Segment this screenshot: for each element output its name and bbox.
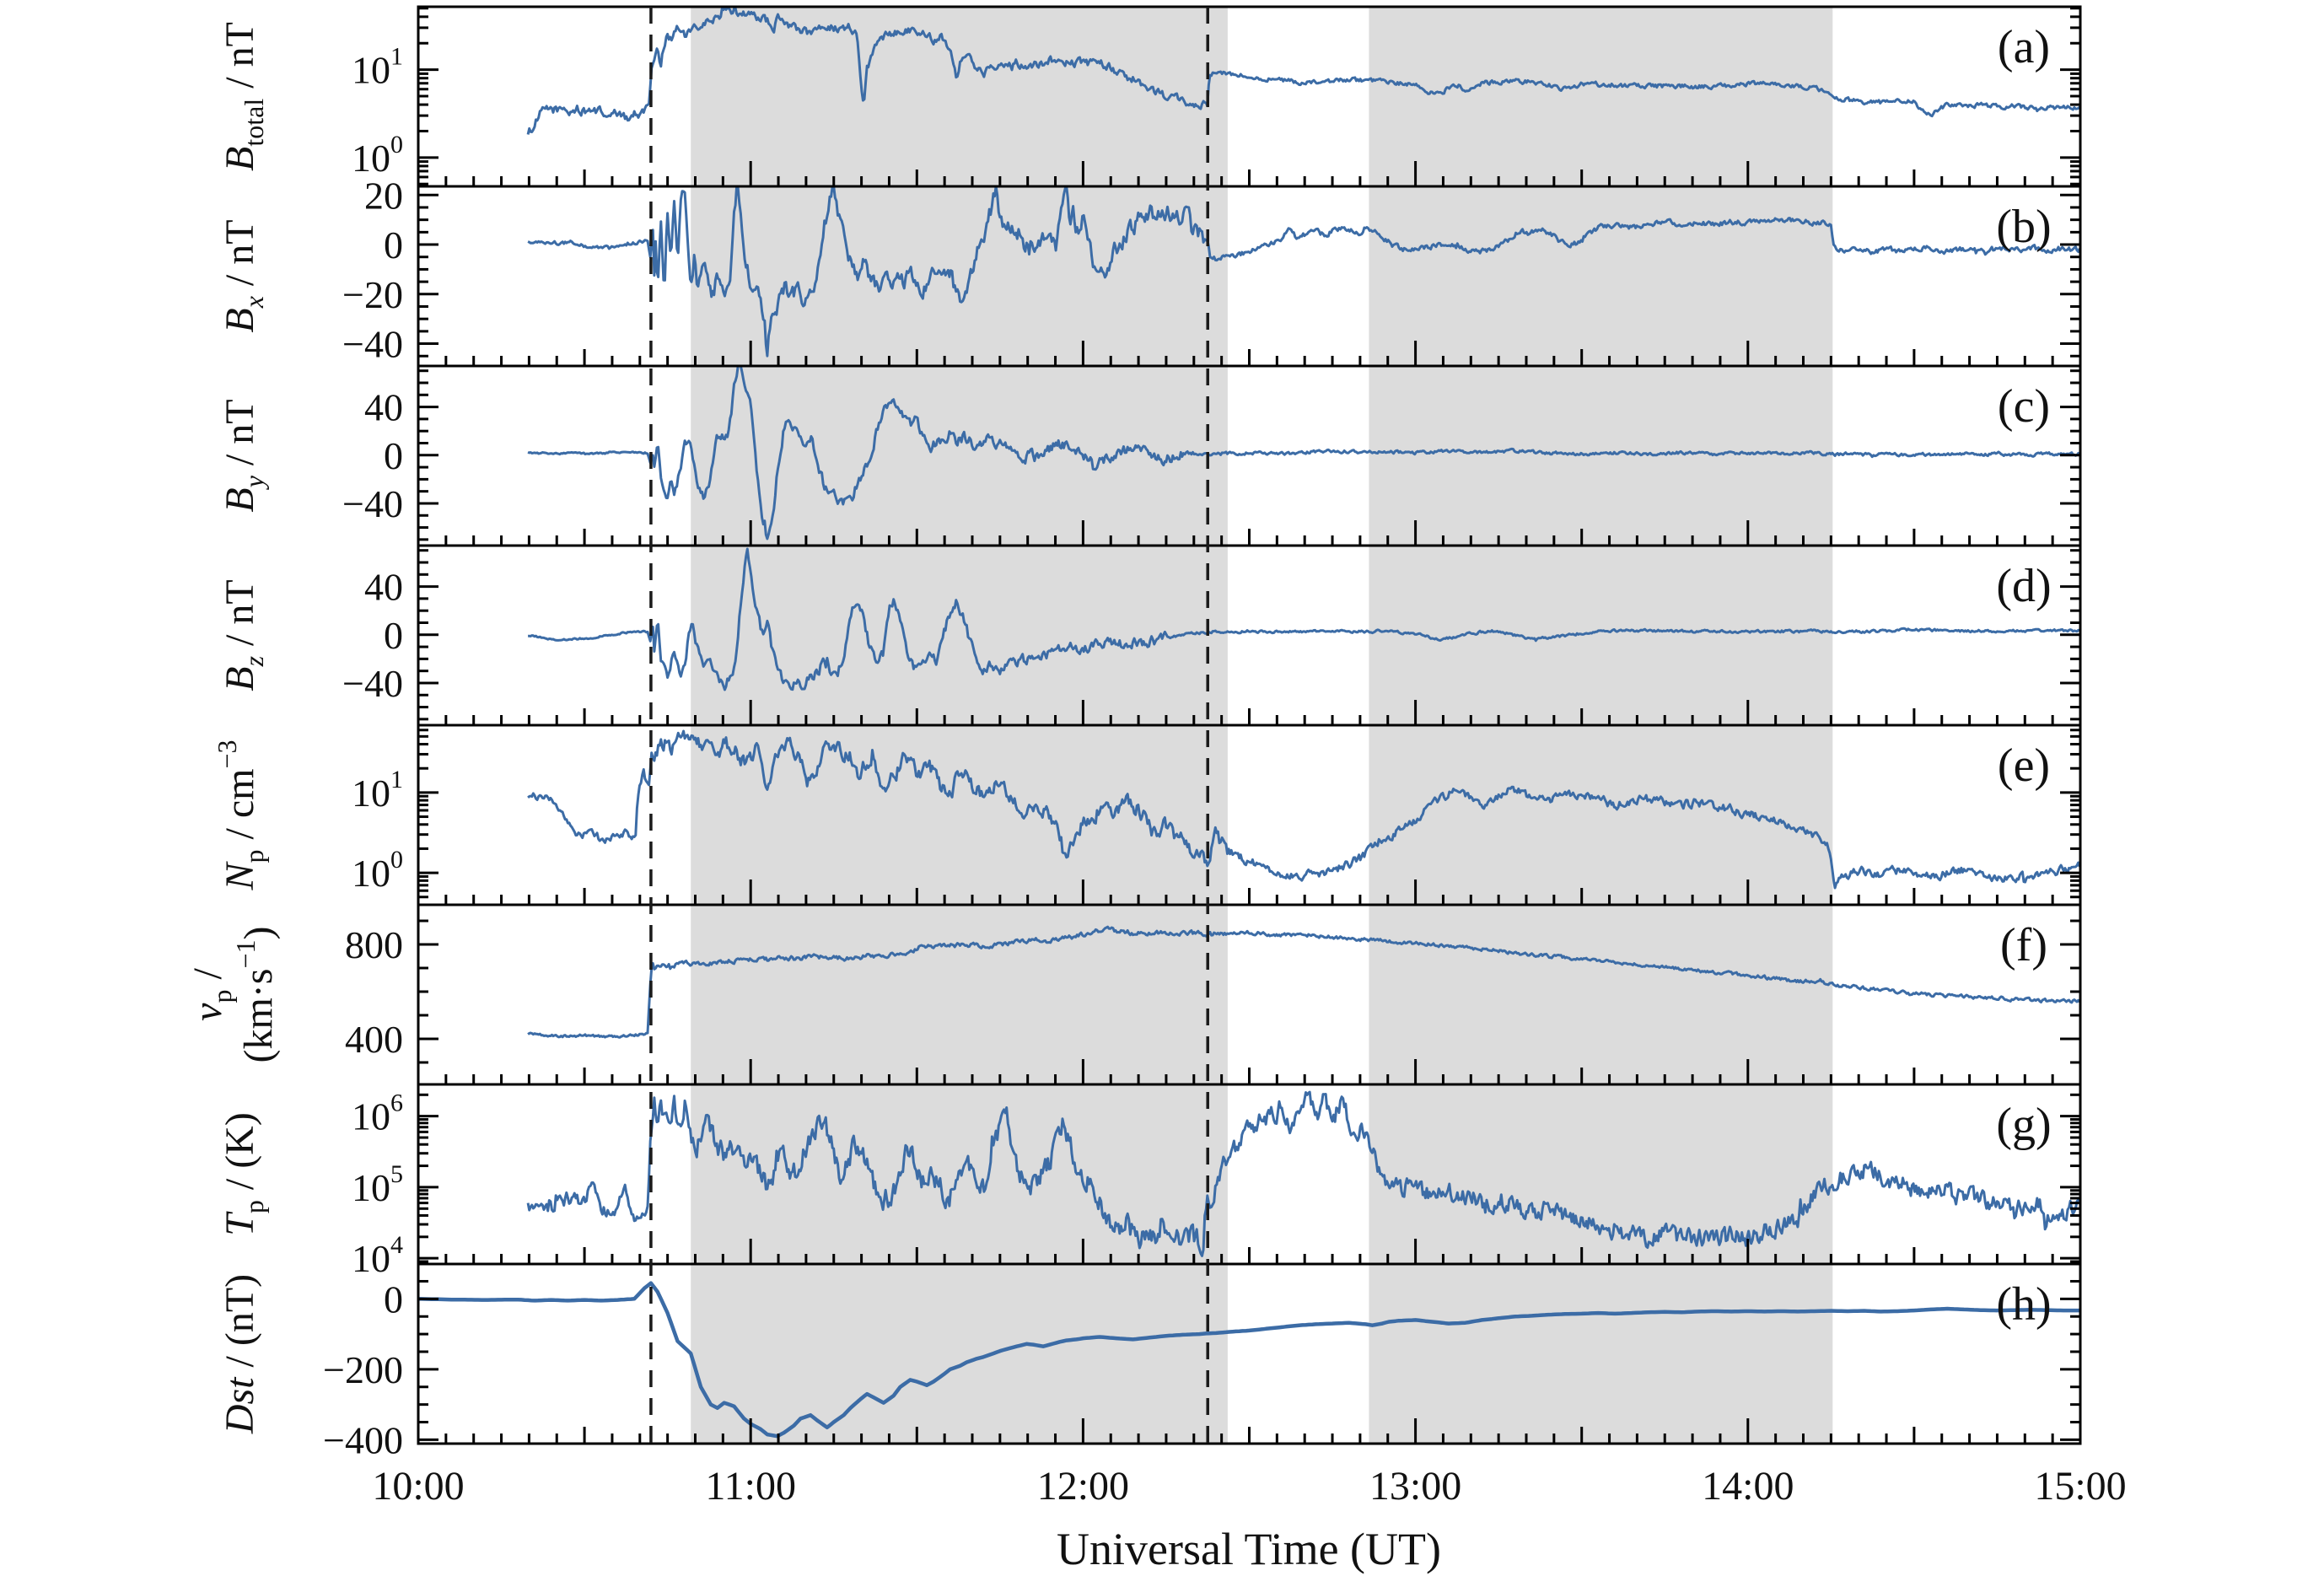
panel-label-b: (b) [1996,201,2051,253]
panel-label-d: (d) [1996,560,2051,612]
series-a-line [526,8,2079,135]
y-axis-c [418,369,2080,541]
ytick-label-b: −20 [342,273,403,316]
series-d-line [528,547,2079,691]
ytick-label-b: 0 [384,223,403,266]
panel-g: 106 105 104 (g) Tp / (K) [218,1083,2082,1280]
series-b-line [527,187,2079,358]
ytick-label-d: 40 [364,566,403,609]
ytick-label-c: 0 [384,434,403,477]
ytick-label-a: 101 [352,43,403,92]
ytick-label-b: −40 [342,323,403,366]
ytick-label-d: 0 [384,614,403,657]
xtick-label-10:00: 10:00 [372,1464,464,1509]
ytick-label-e: 100 [352,846,403,895]
x-axis-title: Universal Time (UT) [1057,1524,1441,1574]
x-ticks-e [417,879,2082,905]
x-ticks-f [417,1059,2082,1084]
panel-label-a: (a) [1998,21,2050,73]
y-axis-label-e: Np / cm−3 [212,740,269,890]
ytick-label-a: 100 [352,131,403,180]
panel-e: 101 100 (e) Np / cm−3 [212,723,2082,906]
panel-label-c: (c) [1998,380,2050,433]
y-axis-label-c: By / nT [218,399,269,512]
ytick-label-d: −40 [342,662,403,705]
panel-b: 20 0 −20 −40 (b) Bx / nT [218,174,2082,368]
y-axis-g [418,1093,2080,1263]
x-ticks-b [417,341,2082,366]
y-axis-label-f-line1: vp / [186,968,237,1021]
y-axis-label-d: Bz / nT [218,579,269,691]
y-axis-label-g: Tp / (K) [218,1112,269,1236]
xtick-label-15:00: 15:00 [2034,1464,2126,1509]
xtick-label-14:00: 14:00 [1702,1464,1794,1509]
panel-label-h: (h) [1996,1278,2051,1331]
xtick-label-11:00: 11:00 [705,1464,796,1509]
y-axis-f [418,919,2080,1064]
ytick-label-b: 20 [364,174,403,217]
panel-d: 40 0 −40 (d) Bz / nT [218,544,2082,727]
ytick-label-f: 800 [345,923,403,966]
y-axis-label-b: Bx / nT [218,219,269,332]
y-axis-label-a: Btotal / nT [218,22,269,171]
panel-label-g: (g) [1996,1099,2051,1151]
x-ticks-g [417,1239,2082,1264]
xtick-label-12:00: 12:00 [1037,1464,1129,1509]
y-axis-b [418,193,2080,358]
xtick-label-13:00: 13:00 [1369,1464,1461,1509]
x-ticks-d [417,700,2082,725]
panel-a: 101 100 (a) Btotal / nT [218,5,2082,188]
panel-label-e: (e) [1998,740,2050,792]
panel-label-f: (f) [2000,919,2047,971]
ytick-label-h: −200 [323,1348,403,1391]
x-ticks-c [417,520,2082,546]
series-f-line [527,925,2079,1039]
series-h-line [419,1281,2079,1439]
ytick-label-e: 101 [352,766,403,815]
ytick-label-c: 40 [364,386,403,429]
ytick-label-c: −40 [342,482,403,525]
y-axis-e [418,729,2080,899]
y-axis-d [418,549,2080,721]
y-axis-label-h: Dst / (nT) [218,1274,262,1434]
series-g-line [526,1090,2079,1257]
x-ticks-a [417,161,2082,186]
series-e-line [527,729,2079,890]
ytick-label-f: 400 [345,1018,403,1061]
panel-h: 0 −200 −400 (h) Dst / (nT) [218,1262,2082,1461]
ytick-label-g: 106 [352,1089,403,1138]
ytick-label-h: 0 [384,1277,403,1321]
y-axis-a [418,7,2080,186]
series-c-line [527,367,2079,541]
x-ticks-h [417,1418,2082,1444]
ytick-label-g: 104 [352,1231,403,1280]
ytick-label-h: −400 [323,1418,403,1461]
y-axis-h [418,1279,2080,1441]
y-axis-label-f-line2: (km·s−1) [230,926,281,1062]
ytick-label-g: 105 [352,1160,403,1209]
